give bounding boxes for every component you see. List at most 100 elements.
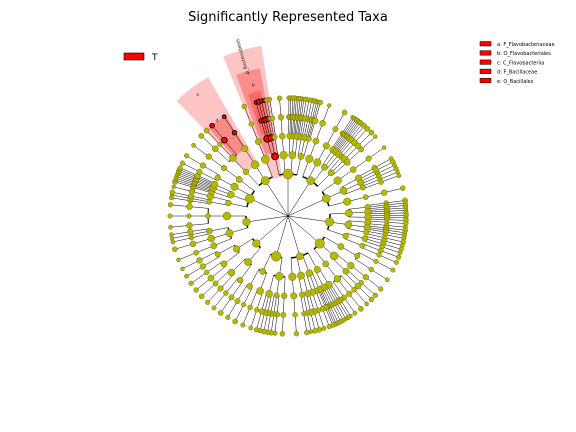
tree-branch [237,284,248,302]
taxon-node [290,292,298,300]
tree-branch [368,147,385,159]
taxon-node [205,153,212,160]
tree-branch [176,178,195,185]
tree-branch [267,313,272,333]
tree-branch [327,229,346,237]
tree-branch [209,201,229,206]
taxon-node [362,274,369,281]
taxon-node [352,310,358,316]
abbr-legend-label: a: F_Flavobacteriaceae [497,42,555,48]
taxon-node [332,126,339,133]
taxon-node [253,327,260,333]
class-legend-swatch [123,52,145,61]
taxon-node [305,154,314,163]
taxon-node [168,224,173,230]
tree-branch [182,260,200,270]
taxon-node [247,304,253,311]
abbr-legend-label: e: O_Bacillales [497,79,534,85]
taxon-node [198,293,205,300]
taxon-node [248,325,254,331]
tree-branch [344,187,363,195]
taxon-node [206,227,213,235]
taxon-node [222,211,232,221]
taxon-node [261,155,270,164]
taxon-node [341,109,348,116]
taxon-node [252,239,261,248]
tree-branch [270,294,275,314]
taxon-node [281,292,288,300]
taxon-node [241,302,247,307]
taxon-node [344,220,353,229]
taxon-node-highlighted [221,114,227,120]
taxon-node [170,239,176,245]
tree-branch [313,101,319,121]
taxon-node [327,169,335,177]
taxon-node [241,145,249,153]
tree-branch [228,202,248,208]
taxon-node [365,155,372,162]
abbr-legend-label: c: C_Flavobacteriia [497,60,544,66]
tree-branch [220,297,232,314]
taxon-node [244,258,252,266]
tree-branch [186,155,203,166]
taxon-node [297,153,305,160]
tree-branch [287,215,320,244]
taxon-node [246,283,253,290]
tree-branch [283,276,286,296]
taxon-node [248,121,254,127]
taxon-node [267,97,273,102]
taxon-node [225,229,234,238]
taxon-node [191,143,196,148]
taxon-node [265,290,273,298]
tree-branch [348,206,368,210]
tree-branch [300,294,305,314]
tree-branch [274,137,279,156]
tree-branch [174,181,194,188]
taxon-node [372,292,378,298]
tree-branch [362,178,381,187]
tree-branch [190,272,207,284]
taxon-node [345,209,353,217]
taxon-node-highlighted [221,136,228,144]
tree-branch [365,233,385,239]
clade-label-b: b [252,83,255,89]
abbr-legend-swatch [479,41,492,47]
tree-branch [307,100,312,120]
taxon-node [304,329,310,336]
taxon-node [225,199,232,207]
taxon-node [339,186,348,195]
tree-branch [227,301,238,318]
taxon-node [358,305,364,312]
tree-branch [315,290,323,309]
tree-branch [317,310,325,329]
tree-branch [194,184,213,191]
taxon-node [196,168,203,175]
taxon-node [297,271,305,280]
taxon-node [317,99,323,106]
taxon-node [395,254,402,260]
tree-branch [179,169,198,178]
tree-branch [256,311,262,330]
tree-branch [349,293,362,309]
taxon-node [312,137,320,145]
tree-branch [246,215,289,223]
tree-branch [322,105,330,124]
taxon-node [207,234,215,243]
taxon-node [205,213,211,219]
tree-branch [367,204,387,208]
taxon-node [214,251,221,258]
tree-branch [303,99,307,119]
tree-branch [346,232,365,239]
tree-branch [378,254,397,263]
tree-branch [367,220,387,223]
taxon-node [198,133,205,139]
tree-branch [343,297,356,314]
taxon-node [321,163,328,171]
tree-branch [383,240,403,246]
taxon-node [342,232,349,240]
tree-branch [303,138,309,158]
tree-branch [375,261,393,271]
tree-branch [231,281,243,298]
tree-branch [364,238,384,245]
taxon-node [227,268,236,277]
